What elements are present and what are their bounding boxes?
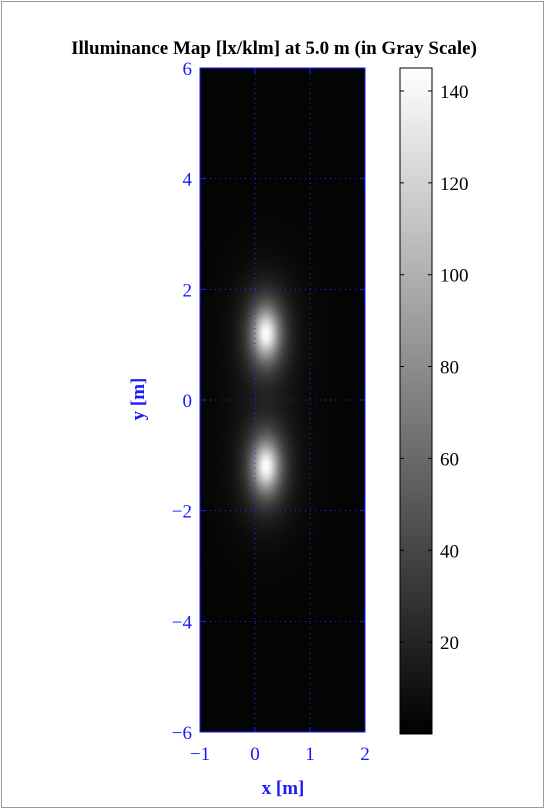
colorbar-tick-label: 80 <box>440 358 459 379</box>
x-tick-label: −1 <box>190 744 210 765</box>
colorbar-ticks: 20 40 60 80 100 120 140 <box>400 82 469 654</box>
x-tick-label: 1 <box>305 744 315 765</box>
y-tick-label: 4 <box>183 170 193 191</box>
colorbar-gradient <box>399 67 433 735</box>
grid-lines <box>200 68 365 732</box>
colorbar-tick-label: 60 <box>440 449 459 470</box>
y-tick-label: 6 <box>183 59 193 80</box>
y-tick-label: 2 <box>183 280 193 301</box>
colorbar-tick-label: 40 <box>440 541 459 562</box>
x-tick-label: 2 <box>360 744 370 765</box>
plot-area: −1 0 1 2 −6 −4 −2 0 2 4 6 <box>172 59 370 765</box>
colorbar: 20 40 60 80 100 120 140 <box>399 67 469 735</box>
x-axis-label: x [m] <box>262 778 305 799</box>
y-ticks: −6 −4 −2 0 2 4 6 <box>172 59 365 744</box>
y-axis-label: y [m] <box>128 378 149 421</box>
y-tick-label: 0 <box>183 391 193 412</box>
chart-title: Illuminance Map [lx/klm] at 5.0 m (in Gr… <box>71 38 477 59</box>
colorbar-tick-label: 120 <box>440 174 469 195</box>
heatmap-image <box>200 68 365 732</box>
y-tick-label: −6 <box>172 723 192 744</box>
colorbar-tick-label: 140 <box>440 82 469 103</box>
x-ticks: −1 0 1 2 <box>190 68 370 765</box>
x-tick-label: 0 <box>250 744 260 765</box>
colorbar-tick-label: 20 <box>440 633 459 654</box>
colorbar-tick-label: 100 <box>440 266 469 287</box>
y-tick-label: −4 <box>172 612 193 633</box>
y-tick-label: −2 <box>172 502 192 523</box>
